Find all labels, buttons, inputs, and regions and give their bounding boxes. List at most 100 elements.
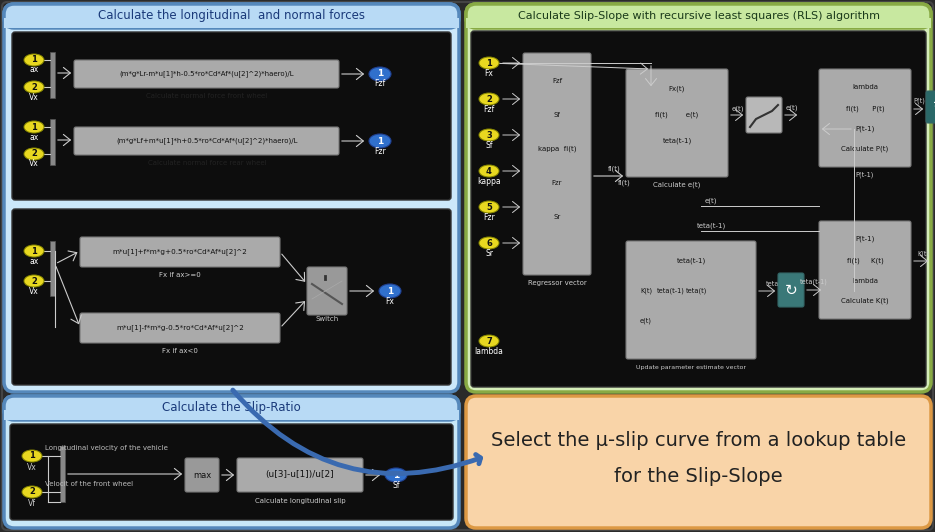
Ellipse shape	[24, 121, 44, 133]
FancyBboxPatch shape	[626, 241, 756, 359]
Ellipse shape	[24, 245, 44, 257]
Text: (m*g*Lf+m*u[1]*h+0.5*ro*Cd*Af*(u[2]^2)*haero)/L: (m*g*Lf+m*u[1]*h+0.5*ro*Cd*Af*(u[2]^2)*h…	[116, 138, 297, 144]
FancyBboxPatch shape	[4, 4, 459, 392]
FancyBboxPatch shape	[819, 221, 911, 319]
Text: 1: 1	[29, 452, 35, 461]
Text: 1: 1	[393, 470, 399, 479]
Bar	[50, 241, 55, 296]
Text: 6: 6	[486, 238, 492, 247]
Text: P(t): P(t)	[913, 98, 925, 104]
Text: 2: 2	[31, 82, 37, 92]
FancyBboxPatch shape	[626, 69, 728, 177]
Text: ax: ax	[29, 132, 38, 142]
Text: Calculate Slip-Slope with recursive least squares (RLS) algorithm: Calculate Slip-Slope with recursive leas…	[517, 11, 880, 21]
Ellipse shape	[385, 468, 407, 482]
Text: e(t): e(t)	[732, 106, 744, 112]
Ellipse shape	[479, 237, 499, 249]
Text: 1: 1	[377, 70, 383, 79]
Text: kappa  fi(t): kappa fi(t)	[538, 146, 576, 152]
Text: Calculate the Slip-Ratio: Calculate the Slip-Ratio	[162, 402, 301, 414]
Text: Sr: Sr	[485, 248, 493, 257]
Text: Fx if ax>=0: Fx if ax>=0	[159, 272, 201, 278]
Text: 4: 4	[486, 167, 492, 176]
Text: Vx: Vx	[29, 160, 39, 169]
FancyBboxPatch shape	[80, 237, 280, 267]
Text: Fzr: Fzr	[374, 146, 386, 155]
Text: m*u[1]+f*m*g+0.5*ro*Cd*Af*u[2]^2: m*u[1]+f*m*g+0.5*ro*Cd*Af*u[2]^2	[112, 248, 248, 255]
Text: Calculate normal force rear wheel: Calculate normal force rear wheel	[148, 160, 266, 166]
Bar	[50, 52, 55, 98]
Ellipse shape	[479, 93, 499, 105]
Text: ax: ax	[29, 256, 38, 265]
Ellipse shape	[479, 129, 499, 141]
FancyBboxPatch shape	[74, 60, 339, 88]
Text: 1: 1	[31, 246, 37, 255]
FancyBboxPatch shape	[10, 424, 453, 520]
Text: P(t-1): P(t-1)	[856, 126, 874, 132]
Text: 2: 2	[31, 277, 37, 286]
Ellipse shape	[22, 450, 42, 462]
Text: (u[3]-u[1])/u[2]: (u[3]-u[1])/u[2]	[266, 470, 335, 479]
Text: Fzr: Fzr	[483, 212, 495, 221]
Text: Fzf: Fzf	[374, 79, 385, 88]
Bar	[4, 410, 459, 420]
Text: Regressor vector: Regressor vector	[527, 280, 586, 286]
Ellipse shape	[479, 335, 499, 347]
Text: Calculate K(t): Calculate K(t)	[842, 298, 889, 304]
FancyBboxPatch shape	[12, 209, 451, 385]
FancyBboxPatch shape	[4, 396, 459, 528]
FancyBboxPatch shape	[307, 267, 347, 315]
Text: teta(t-1): teta(t-1)	[657, 288, 685, 294]
Text: 1: 1	[486, 59, 492, 68]
Text: 2: 2	[486, 95, 492, 104]
Text: for the Slip-Slope: for the Slip-Slope	[614, 467, 783, 486]
FancyBboxPatch shape	[523, 53, 591, 275]
Bar	[466, 18, 931, 28]
Text: Velocit of the front wheel: Velocit of the front wheel	[45, 481, 133, 487]
Ellipse shape	[369, 134, 391, 148]
Text: K(t): K(t)	[640, 288, 652, 294]
Bar	[4, 18, 459, 28]
Text: Vx: Vx	[29, 93, 39, 102]
Text: Switch: Switch	[315, 316, 338, 322]
Text: P(t-1): P(t-1)	[856, 236, 874, 242]
Text: e(t): e(t)	[785, 105, 798, 111]
Text: Fzf: Fzf	[552, 78, 562, 84]
Ellipse shape	[479, 165, 499, 177]
Text: Calculate longitudinal slip: Calculate longitudinal slip	[254, 498, 345, 504]
Bar	[50, 119, 55, 165]
Text: 1: 1	[387, 287, 393, 295]
Ellipse shape	[24, 81, 44, 93]
Text: Calculate normal force front wheel: Calculate normal force front wheel	[147, 93, 267, 99]
Ellipse shape	[22, 486, 42, 498]
FancyBboxPatch shape	[746, 97, 782, 133]
Text: Sf: Sf	[554, 112, 560, 118]
Text: Vx: Vx	[27, 462, 36, 471]
Text: 5: 5	[486, 203, 492, 212]
Text: m*u[1]-f*m*g-0.5*ro*Cd*Af*u[2]^2: m*u[1]-f*m*g-0.5*ro*Cd*Af*u[2]^2	[116, 325, 244, 331]
Text: Vf: Vf	[28, 498, 36, 508]
Text: Fzr: Fzr	[552, 180, 562, 186]
Text: 1: 1	[377, 137, 383, 145]
Text: Calculate P(t): Calculate P(t)	[842, 146, 888, 152]
Text: teta(t-1): teta(t-1)	[800, 279, 827, 285]
FancyBboxPatch shape	[778, 273, 804, 307]
Text: fi(t)     K(t): fi(t) K(t)	[846, 257, 884, 264]
FancyBboxPatch shape	[819, 69, 911, 167]
Bar	[60, 446, 65, 502]
Text: P(t-1): P(t-1)	[856, 172, 874, 178]
Text: lambda: lambda	[852, 278, 878, 284]
Text: lambda: lambda	[852, 84, 878, 90]
Ellipse shape	[479, 57, 499, 69]
Text: Calculate e(t): Calculate e(t)	[654, 182, 700, 188]
Text: Fx: Fx	[484, 69, 494, 78]
FancyBboxPatch shape	[74, 127, 339, 155]
FancyBboxPatch shape	[466, 4, 931, 392]
Text: Longitudinal velocity of the vehicle: Longitudinal velocity of the vehicle	[45, 445, 168, 451]
Text: fi(t)        e(t): fi(t) e(t)	[655, 112, 698, 118]
Text: teta(t-1): teta(t-1)	[676, 257, 706, 264]
Text: teta(t-1): teta(t-1)	[697, 223, 726, 229]
Text: Calculate the longitudinal  and normal forces: Calculate the longitudinal and normal fo…	[98, 10, 365, 22]
FancyBboxPatch shape	[466, 4, 931, 28]
FancyBboxPatch shape	[80, 313, 280, 343]
